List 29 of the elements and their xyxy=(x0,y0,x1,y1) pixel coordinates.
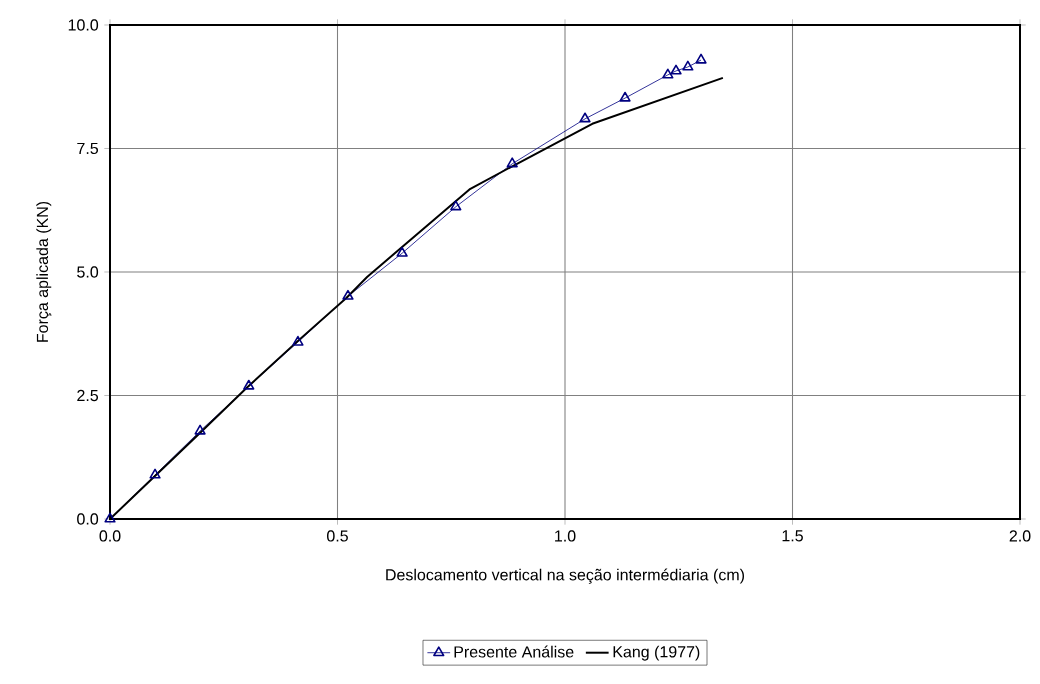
legend-label: Presente Análise xyxy=(454,645,574,658)
point xyxy=(670,64,682,75)
x-axis-title: Deslocamento vertical na seção intermédiaria (cm) xyxy=(386,568,745,584)
point xyxy=(506,157,518,168)
point xyxy=(194,424,206,435)
point xyxy=(695,53,707,64)
y-axis-title: Força aplicada (KN) xyxy=(36,201,52,342)
point xyxy=(682,60,694,71)
point xyxy=(292,335,304,346)
x-tick-label: 0.0 xyxy=(99,530,121,542)
point xyxy=(149,468,161,479)
point xyxy=(342,289,354,300)
point xyxy=(243,379,255,390)
y-tick-label: 2.5 xyxy=(77,389,99,402)
point xyxy=(104,512,116,523)
point xyxy=(396,246,408,257)
point xyxy=(619,91,631,102)
y-tick-label: 7.5 xyxy=(77,142,99,155)
point xyxy=(579,112,591,123)
y-tick-label: 10.0 xyxy=(68,19,99,31)
point xyxy=(662,68,674,79)
x-tick-label: 2.0 xyxy=(1009,530,1031,542)
y-tick-label: 5.0 xyxy=(77,266,99,278)
legend-label: Kang (1977) xyxy=(613,645,700,661)
x-tick-label: 1.0 xyxy=(555,530,576,542)
y-tick-label: 0.0 xyxy=(77,513,99,525)
point xyxy=(450,200,462,211)
x-tick-label: 1.5 xyxy=(782,530,803,542)
x-tick-label: 0.5 xyxy=(327,530,348,542)
